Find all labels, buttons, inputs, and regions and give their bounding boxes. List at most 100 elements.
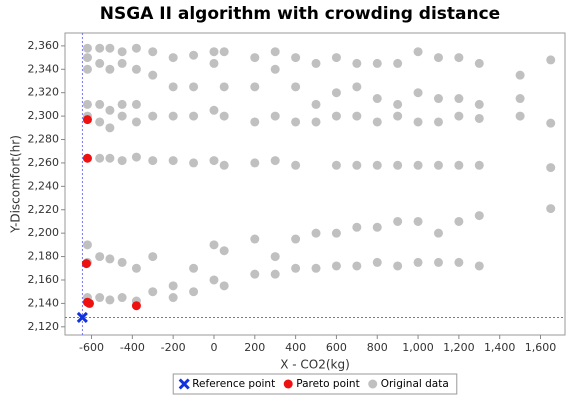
point xyxy=(219,47,229,57)
point xyxy=(393,99,403,109)
x-tick-label: -600 xyxy=(79,341,104,354)
point xyxy=(433,160,443,170)
point xyxy=(393,58,403,68)
y-tick-label: 2,280 xyxy=(28,133,60,146)
point xyxy=(250,158,260,168)
x-tick-label: 1,200 xyxy=(443,341,475,354)
point xyxy=(352,222,362,232)
legend-marker xyxy=(368,379,378,389)
point xyxy=(189,50,199,60)
point xyxy=(433,53,443,63)
point xyxy=(189,158,199,168)
point xyxy=(219,246,229,256)
y-tick-label: 2,220 xyxy=(28,203,60,216)
point xyxy=(433,117,443,127)
x-axis-label: X - CO2(kg) xyxy=(280,358,350,372)
point xyxy=(82,115,92,125)
point xyxy=(291,160,301,170)
point xyxy=(82,43,92,53)
point xyxy=(131,117,141,127)
point xyxy=(105,105,115,115)
point xyxy=(117,156,127,166)
point xyxy=(291,82,301,92)
point xyxy=(515,70,525,80)
point xyxy=(474,261,484,271)
point xyxy=(331,160,341,170)
y-tick-label: 2,140 xyxy=(28,296,60,309)
x-tick-label: 800 xyxy=(367,341,388,354)
point xyxy=(131,64,141,74)
point xyxy=(81,259,91,269)
point xyxy=(168,82,178,92)
point xyxy=(372,222,382,232)
point xyxy=(148,111,158,121)
x-tick-label: 200 xyxy=(244,341,265,354)
point xyxy=(250,269,260,279)
point xyxy=(546,163,556,173)
point xyxy=(131,43,141,53)
point xyxy=(95,252,105,262)
x-tick-label: 1,600 xyxy=(525,341,557,354)
point xyxy=(311,228,321,238)
point xyxy=(413,160,423,170)
point xyxy=(515,94,525,104)
point xyxy=(291,53,301,63)
point xyxy=(189,82,199,92)
x-tick-label: 0 xyxy=(210,341,217,354)
point xyxy=(105,153,115,163)
y-tick-label: 2,160 xyxy=(28,273,60,286)
point xyxy=(82,53,92,63)
point xyxy=(84,298,94,308)
point xyxy=(209,275,219,285)
point xyxy=(82,153,92,163)
point xyxy=(117,47,127,57)
point xyxy=(209,58,219,68)
point xyxy=(95,43,105,53)
point xyxy=(270,156,280,166)
legend-label: Original data xyxy=(381,378,449,390)
point xyxy=(168,53,178,63)
point xyxy=(352,160,362,170)
point xyxy=(250,234,260,244)
point xyxy=(413,216,423,226)
point xyxy=(168,281,178,291)
point xyxy=(474,160,484,170)
point xyxy=(117,257,127,267)
y-tick-label: 2,340 xyxy=(28,62,60,75)
point xyxy=(219,82,229,92)
point xyxy=(331,88,341,98)
legend-marker xyxy=(283,379,293,389)
point xyxy=(393,261,403,271)
point xyxy=(105,295,115,305)
point xyxy=(546,55,556,65)
x-tick-label: 600 xyxy=(326,341,347,354)
point xyxy=(393,111,403,121)
point xyxy=(433,257,443,267)
plot-area xyxy=(64,32,566,336)
chart-title: NSGA II algorithm with crowding distance xyxy=(100,4,500,24)
point xyxy=(454,160,464,170)
point xyxy=(413,88,423,98)
point xyxy=(131,301,141,311)
point xyxy=(209,47,219,57)
point xyxy=(250,117,260,127)
y-tick-label: 2,120 xyxy=(28,320,60,333)
point xyxy=(474,113,484,123)
point xyxy=(352,82,362,92)
point xyxy=(82,99,92,109)
point xyxy=(270,64,280,74)
point xyxy=(270,269,280,279)
point xyxy=(219,111,229,121)
y-tick-label: 2,320 xyxy=(28,86,60,99)
point xyxy=(82,64,92,74)
point xyxy=(148,47,158,57)
point xyxy=(131,263,141,273)
point xyxy=(168,293,178,303)
y-axis-label: Y-Discomfort(hr) xyxy=(9,135,23,234)
x-tick-label: 1,000 xyxy=(402,341,434,354)
point xyxy=(433,228,443,238)
legend-box xyxy=(172,373,458,395)
point xyxy=(291,263,301,273)
point xyxy=(413,47,423,57)
